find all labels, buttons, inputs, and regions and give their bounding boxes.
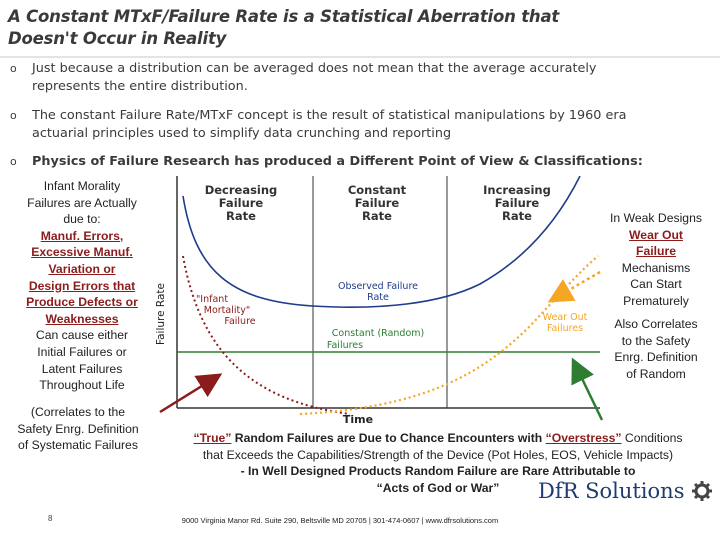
infant-mortality-curve: [182, 255, 351, 415]
note-line: In Weak Designs: [610, 211, 702, 225]
note-emphasis: Failure: [636, 244, 676, 259]
header-constant-3: Rate: [362, 209, 392, 223]
explanation-part: Conditions: [621, 431, 683, 445]
header-increasing-2: Failure: [495, 196, 540, 210]
bullet-2: o The constant Failure Rate/MTxF concept…: [10, 107, 712, 143]
explanation-part: Random Failures are Due to Chance Encoun…: [231, 431, 546, 445]
bullet-marker: o: [10, 62, 17, 75]
explanation-line-1: “True” Random Failures are Due to Chance…: [160, 430, 716, 447]
note-line: due to:: [63, 212, 101, 227]
header-increasing-1: Increasing: [483, 183, 551, 197]
header-constant-1: Constant: [348, 183, 407, 197]
title-line-2: Doesn't Occur in Reality: [8, 29, 227, 48]
note-emphasis: Design Errors that: [28, 278, 136, 293]
wear-out-curve: [299, 255, 599, 416]
wear-out-arrow: [547, 270, 601, 303]
note-line: Prematurely: [623, 293, 689, 308]
header-decreasing-3: Rate: [226, 209, 256, 223]
bullet-2-line-2: actuarial principles used to simplify da…: [32, 126, 452, 141]
header-constant-2: Failure: [355, 196, 400, 210]
explanation-line-2: that Exceeds the Capabilities/Strength o…: [202, 447, 674, 462]
bullet-3-line-1: Physics of Failure Research has produced…: [32, 154, 643, 169]
bullet-1-line-1: Just because a distribution can be avera…: [32, 61, 597, 76]
note-line: Failures are Actually: [27, 195, 137, 210]
note-line: Infant Morality: [43, 179, 121, 193]
infant-label-2: Mortality": [204, 305, 250, 316]
bullet-marker: o: [10, 109, 17, 122]
note-line: Mechanisms: [621, 260, 691, 275]
title-divider: [0, 56, 720, 58]
note-line: Throughout Life: [39, 378, 125, 393]
constant-label-2: Failures: [327, 340, 363, 351]
bullet-2-line-1: The constant Failure Rate/MTxF concept i…: [32, 108, 627, 123]
note-line: to the Safety: [621, 333, 691, 348]
note-line: (Correlates to the: [30, 405, 126, 419]
bullet-3: o Physics of Failure Research has produc…: [10, 153, 712, 171]
infant-label-1: "Infant: [196, 294, 228, 305]
header-decreasing-2: Failure: [219, 196, 264, 210]
note-emphasis: Excessive Manuf.: [31, 245, 133, 260]
header-decreasing-1: Decreasing: [205, 183, 278, 197]
bathtub-curve-diagram: Decreasing Failure Rate Constant Failure…: [155, 176, 600, 426]
bullet-1-line-2: represents the entire distribution.: [32, 79, 248, 94]
note-emphasis: Wear Out: [629, 227, 683, 242]
infant-label-3: Failure: [224, 316, 255, 327]
observed-failure-curve: [182, 176, 581, 308]
systematic-failures-note: (Correlates to the Safety Enrg. Definiti…: [0, 404, 156, 454]
wear-out-label-1: Wear Out: [543, 312, 588, 323]
random-failure-explanation: “True” Random Failures are Due to Chance…: [160, 430, 716, 496]
note-emphasis: Produce Defects or: [26, 295, 138, 310]
note-emphasis: Variation or: [48, 261, 116, 276]
header-increasing-3: Rate: [502, 209, 532, 223]
note-line: Enrg. Definition: [614, 350, 698, 365]
note-line: of Random: [626, 366, 686, 381]
explanation-line-4: “Acts of God or War”: [376, 480, 500, 495]
note-line: Initial Failures or: [37, 344, 127, 359]
observed-label-1: Observed Failure: [338, 281, 418, 292]
bullet-marker: o: [10, 155, 17, 168]
note-line: Also Correlates: [614, 317, 698, 331]
infant-arrow: [159, 373, 223, 414]
note-emphasis: Weaknesses: [45, 311, 119, 326]
overstress-label: “Overstress”: [545, 431, 622, 445]
infant-mortality-note: Infant Morality Failures are Actually du…: [8, 178, 156, 394]
note-line: of Systematic Failures: [18, 438, 138, 453]
observed-label-2: Rate: [367, 292, 389, 303]
wear-out-label-2: Failures: [547, 323, 583, 334]
x-axis-label: Time: [343, 413, 373, 426]
note-line: Can Start: [630, 277, 682, 292]
constant-label-1: Constant (Random): [332, 328, 424, 339]
note-line: Latent Failures: [41, 361, 123, 376]
random-arrow: [571, 357, 604, 421]
title-line-1: A Constant MTxF/Failure Rate is a Statis…: [8, 7, 560, 26]
gear-icon: [692, 481, 713, 501]
page-number: 8: [48, 514, 53, 523]
note-line: Can cause either: [35, 328, 129, 343]
wear-out-note: In Weak Designs Wear Out Failure Mechani…: [598, 210, 714, 310]
bullet-1: o Just because a distribution can be ave…: [10, 60, 712, 96]
slide-title: A Constant MTxF/Failure Rate is a Statis…: [8, 6, 608, 50]
logo-text: DfR Solutions: [538, 479, 685, 503]
random-failures-note: Also Correlates to the Safety Enrg. Defi…: [598, 316, 714, 382]
explanation-line-3: - In Well Designed Products Random Failu…: [240, 464, 636, 479]
dfr-logo: DfR Solutions: [538, 479, 713, 503]
y-axis-label: Failure Rate: [155, 283, 167, 345]
note-line: Safety Enrg. Definition: [17, 421, 139, 436]
footer-address: 9000 Virginia Manor Rd. Suite 290, Belts…: [181, 516, 499, 525]
true-label: “True”: [193, 431, 232, 445]
note-emphasis: Manuf. Errors,: [40, 228, 124, 243]
